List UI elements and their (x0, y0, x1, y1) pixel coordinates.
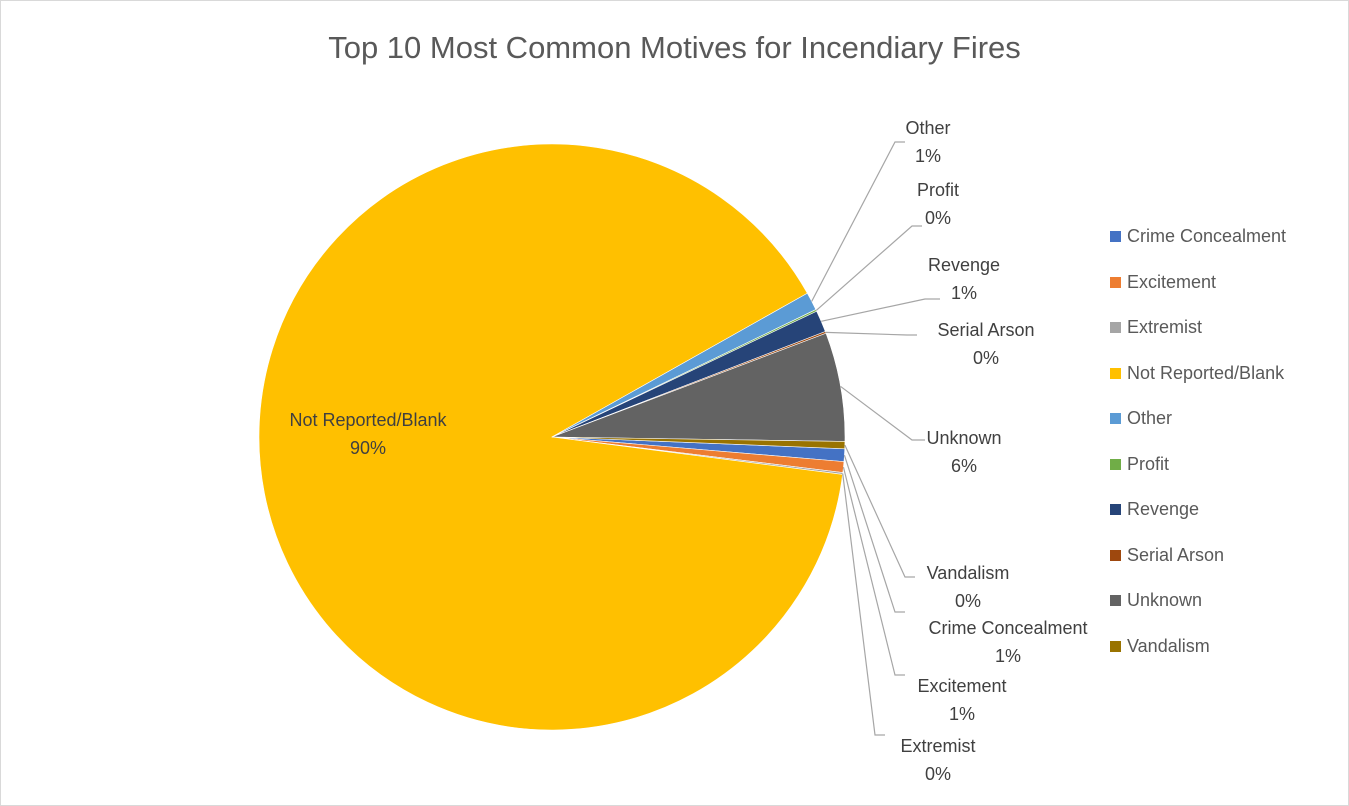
legend-label: Revenge (1127, 499, 1200, 519)
leader-line-serial-arson (825, 331, 917, 336)
legend-swatch (1110, 504, 1121, 515)
legend-item-vandalism: Vandalism (1110, 635, 1286, 681)
pie-slice-not-reported-blank (258, 143, 843, 731)
leader-line-other (811, 141, 905, 302)
legend-item-revenge: Revenge (1110, 498, 1286, 544)
legend-swatch (1110, 322, 1121, 333)
legend-label: Excitement (1127, 271, 1217, 292)
legend-item-extremist: Extremist (1110, 316, 1286, 362)
legend: Crime Concealment Excitement Extremist Not … (1110, 225, 1286, 680)
data-label-value-crime-concealment: 1% (995, 646, 1021, 666)
data-label-value-extremist: 0% (925, 764, 951, 784)
legend-swatch (1110, 640, 1121, 652)
legend-label: Not Reported/Blank (1127, 362, 1285, 383)
legend-swatch (1110, 367, 1121, 379)
leader-line-excitement (842, 466, 905, 676)
legend-item-other: Other (1110, 407, 1286, 453)
data-label-value-excitement: 1% (949, 704, 975, 724)
leader-line-revenge (821, 298, 940, 322)
leader-line-unknown (840, 385, 925, 441)
legend-item-serial-arson: Serial Arson (1110, 544, 1286, 590)
legend-item-profit: Profit (1110, 453, 1286, 499)
data-label-name-other: Other (905, 118, 950, 138)
data-label-name-unknown: Unknown (926, 428, 1001, 448)
legend-label: Serial Arson (1127, 544, 1225, 565)
leader-line-extremist (842, 473, 885, 736)
legend-label: Vandalism (1127, 635, 1210, 656)
data-label-name-extremist: Extremist (900, 736, 975, 756)
legend-label: Crime Concealment (1127, 226, 1287, 246)
data-label-value-other: 1% (915, 146, 941, 166)
leader-line-profit (815, 225, 922, 311)
pie-slices (258, 143, 846, 731)
legend-item-crime-concealment: Crime Concealment (1110, 225, 1286, 271)
legend-label: Extremist (1127, 317, 1203, 337)
legend-swatch (1110, 276, 1121, 288)
legend-swatch (1110, 231, 1121, 242)
data-label-name-excitement: Excitement (917, 676, 1006, 696)
legend-label: Profit (1127, 453, 1170, 474)
data-label-value-serial-arson: 0% (973, 348, 999, 368)
data-label-name-revenge: Revenge (928, 255, 1000, 275)
legend-swatch (1110, 458, 1121, 470)
data-labels: Crime Concealment 1% Excitement 1% Extremist… (289, 118, 1087, 784)
legend-item-excitement: Excitement (1110, 271, 1286, 317)
legend-swatch (1110, 549, 1121, 561)
legend-swatch (1110, 595, 1121, 606)
legend-item-unknown: Unknown (1110, 589, 1286, 635)
data-label-name-profit: Profit (917, 180, 959, 200)
legend-swatch (1110, 413, 1121, 424)
data-label-name-vandalism: Vandalism (927, 563, 1010, 583)
leader-line-vandalism (844, 444, 915, 578)
data-label-value-profit: 0% (925, 208, 951, 228)
data-label-name-not-reported-blank: Not Reported/Blank (289, 410, 447, 430)
chart-title: Top 10 Most Common Motives for Incendiar… (328, 30, 1021, 65)
data-label-value-unknown: 6% (951, 456, 977, 476)
data-label-name-crime-concealment: Crime Concealment (928, 618, 1087, 638)
data-label-name-serial-arson: Serial Arson (937, 320, 1034, 340)
leader-line-crime-concealment (843, 455, 905, 613)
data-label-value-vandalism: 0% (955, 591, 981, 611)
data-label-value-revenge: 1% (951, 283, 977, 303)
legend-item-not-reported-blank: Not Reported/Blank (1110, 362, 1286, 408)
legend-label: Unknown (1127, 590, 1203, 610)
data-label-value-not-reported-blank: 90% (350, 438, 386, 458)
legend-label: Other (1127, 408, 1173, 428)
